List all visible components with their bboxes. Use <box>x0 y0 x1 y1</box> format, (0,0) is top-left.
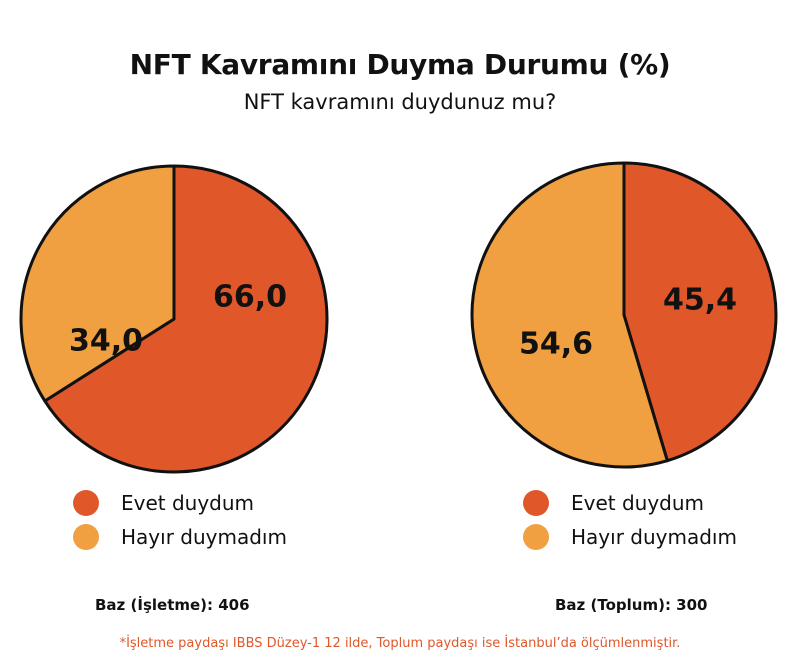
legend-isletme: Evet duydum Hayır duymadım <box>73 486 287 554</box>
legend-label-evet: Evet duydum <box>121 491 255 515</box>
chart-subtitle: NFT kavramını duydunuz mu? <box>243 90 557 114</box>
data-label-hayir: 54,6 <box>519 327 593 362</box>
pie-slice-evet <box>43 164 329 474</box>
footnote: *İşletme paydaşı IBBS Düzey-1 12 ilde, T… <box>119 636 681 651</box>
legend-item-hayir: Hayır duymadım <box>73 520 287 554</box>
legend-item-evet: Evet duydum <box>73 486 287 520</box>
pie-slice-evet <box>622 161 778 463</box>
legend-swatch-hayir <box>73 524 99 550</box>
data-label-evet: 45,4 <box>663 283 737 318</box>
legend-label-hayir: Hayır duymadım <box>571 525 737 549</box>
base-note-isletme: Baz (İşletme): 406 <box>95 596 250 614</box>
pie-chart-toplum: 45,4 54,6 <box>470 161 778 469</box>
legend-item-hayir: Hayır duymadım <box>523 520 737 554</box>
legend-swatch-evet <box>73 490 99 516</box>
legend-swatch-hayir <box>523 524 549 550</box>
legend-toplum: Evet duydum Hayır duymadım <box>523 486 737 554</box>
base-note-toplum: Baz (Toplum): 300 <box>555 596 708 614</box>
legend-item-evet: Evet duydum <box>523 486 737 520</box>
pie-slice-hayir <box>19 164 176 403</box>
legend-swatch-evet <box>523 490 549 516</box>
chart-title: NFT Kavramını Duyma Durumu (%) <box>129 48 671 81</box>
data-label-evet: 66,0 <box>213 280 287 315</box>
legend-label-hayir: Hayır duymadım <box>121 525 287 549</box>
legend-label-evet: Evet duydum <box>571 491 705 515</box>
pie-chart-isletme: 66,0 34,0 <box>19 164 329 474</box>
data-label-hayir: 34,0 <box>69 324 143 359</box>
pie-slice-hayir <box>470 161 669 469</box>
